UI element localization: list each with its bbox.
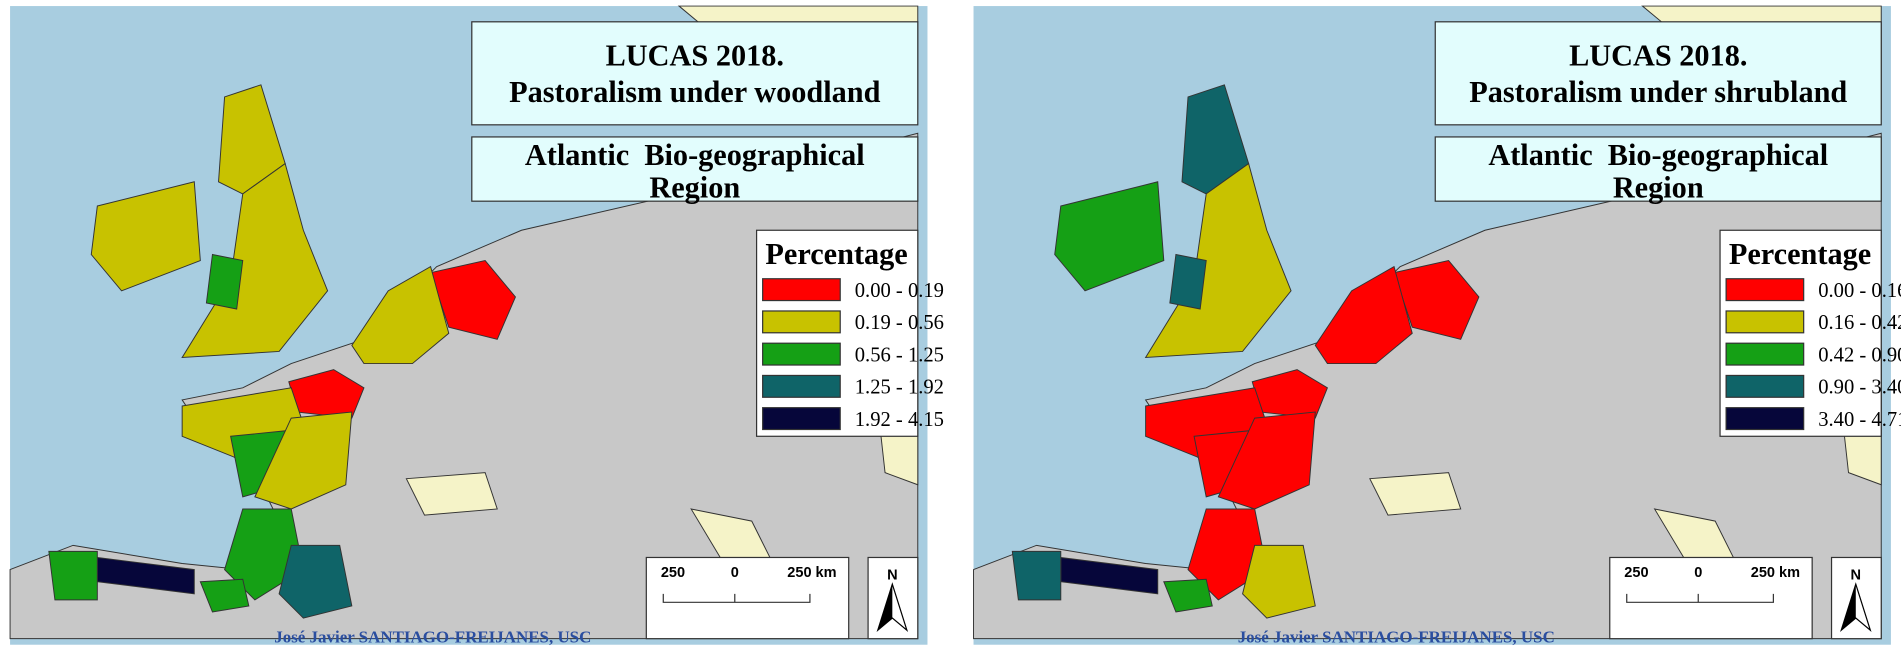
credit: José Javier SANTIAGO-FREIJANES, USC bbox=[274, 627, 591, 646]
map-region bbox=[1242, 544, 1316, 619]
map-region bbox=[429, 260, 516, 340]
title: Pastoralism under woodland bbox=[509, 75, 880, 109]
scale-box bbox=[1609, 556, 1813, 640]
scale-bar bbox=[662, 593, 811, 603]
legend-swatch bbox=[762, 310, 841, 334]
legend-swatch bbox=[762, 342, 841, 366]
region-box bbox=[1434, 136, 1882, 202]
map-region bbox=[205, 253, 244, 310]
legend-title: Percentage bbox=[765, 237, 907, 271]
scale-label: 250 bbox=[661, 565, 685, 581]
map-region bbox=[1314, 265, 1413, 365]
legend-label: 0.90 - 3.40 bbox=[1818, 377, 1901, 399]
map-region bbox=[351, 265, 450, 365]
legend-label: 1.92 - 4.15 bbox=[855, 409, 944, 431]
legend-swatch bbox=[1725, 374, 1805, 398]
scale-label: 250 km bbox=[1751, 565, 1800, 581]
legend-swatch bbox=[1725, 342, 1805, 366]
legend-swatch bbox=[762, 407, 841, 431]
map-region bbox=[199, 578, 250, 613]
north-arrow-fill bbox=[1841, 584, 1856, 631]
legend-swatch bbox=[1725, 278, 1805, 302]
legend-label: 1.25 - 1.92 bbox=[855, 377, 944, 399]
legend-label: 0.19 - 0.56 bbox=[855, 312, 944, 334]
map-region bbox=[254, 411, 353, 510]
map-panel: LUCAS 2018.Pastoralism under woodland Atl… bbox=[9, 5, 944, 646]
map-region bbox=[278, 544, 353, 619]
scale-label: 0 bbox=[1694, 565, 1702, 581]
region-label: Atlantic Bio-geographical bbox=[525, 138, 865, 172]
map-region bbox=[1169, 253, 1207, 310]
legend-swatch bbox=[762, 278, 841, 302]
legend-swatch bbox=[1725, 310, 1805, 334]
legend-label: 0.00 - 0.19 bbox=[855, 280, 944, 302]
north-label: N bbox=[1851, 567, 1862, 583]
map-region bbox=[1393, 260, 1480, 340]
legend-label: 3.40 - 4.71 bbox=[1818, 409, 1901, 431]
title: Pastoralism under shrubland bbox=[1469, 75, 1847, 109]
legend-label: 0.42 - 0.90 bbox=[1818, 344, 1901, 366]
map-region bbox=[1054, 181, 1165, 292]
region-label: Region bbox=[649, 171, 740, 205]
map-region bbox=[1217, 411, 1316, 510]
north-arrow-fill bbox=[877, 584, 893, 631]
map-region bbox=[405, 472, 498, 516]
title: LUCAS 2018. bbox=[1569, 38, 1747, 72]
legend-label: 0.16 - 0.42 bbox=[1818, 312, 1901, 334]
map-panel: LUCAS 2018.Pastoralism under shrubland At… bbox=[973, 5, 1901, 646]
scale-bar bbox=[1626, 593, 1774, 603]
north-box bbox=[1830, 556, 1882, 640]
scale-label: 250 km bbox=[787, 565, 836, 581]
scale-label: 0 bbox=[731, 565, 739, 581]
map-region bbox=[1011, 550, 1062, 601]
title-box bbox=[471, 21, 919, 126]
legend-swatch bbox=[762, 374, 841, 398]
legend-swatch bbox=[1725, 407, 1805, 431]
title-box bbox=[1434, 21, 1882, 126]
map-region bbox=[90, 181, 201, 292]
scale-box bbox=[645, 556, 850, 640]
region-label: Region bbox=[1613, 171, 1704, 205]
legend-label: 0.00 - 0.16 bbox=[1818, 280, 1901, 302]
map-region bbox=[48, 550, 98, 601]
legend-title: Percentage bbox=[1729, 237, 1871, 271]
north-label: N bbox=[887, 567, 898, 583]
region-label: Atlantic Bio-geographical bbox=[1488, 138, 1828, 172]
region-box bbox=[471, 136, 919, 202]
map-region bbox=[1369, 472, 1462, 516]
scale-label: 250 bbox=[1624, 565, 1648, 581]
legend-label: 0.56 - 1.25 bbox=[855, 344, 944, 366]
credit: José Javier SANTIAGO-FREIJANES, USC bbox=[1238, 627, 1555, 646]
title: LUCAS 2018. bbox=[606, 38, 784, 72]
map-region bbox=[1163, 578, 1213, 613]
